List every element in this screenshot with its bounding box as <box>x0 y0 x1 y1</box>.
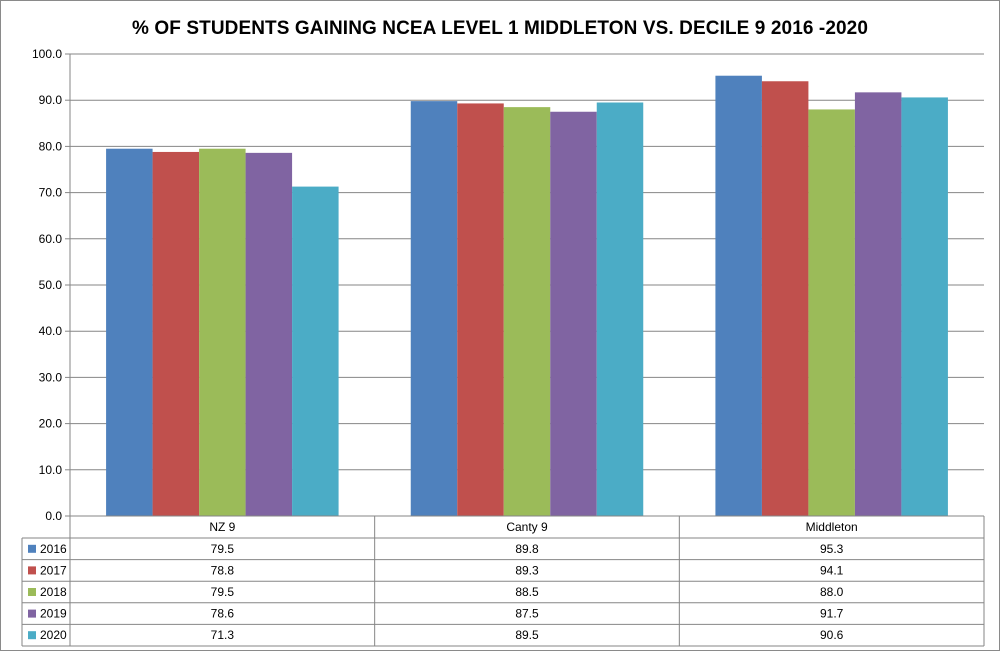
legend-label: 2019 <box>40 607 67 621</box>
chart-title: % OF STUDENTS GAINING NCEA LEVEL 1 MIDDL… <box>132 18 868 39</box>
y-tick-label: 20.0 <box>39 417 63 431</box>
bar-2020-1 <box>596 102 644 516</box>
legend-swatch-2017 <box>28 566 36 575</box>
data-label: 89.3 <box>515 563 539 577</box>
category-label: NZ 9 <box>209 520 235 534</box>
bar-2019-0 <box>245 152 293 517</box>
y-tick-label: 0.0 <box>45 509 62 523</box>
bar-2020-2 <box>901 97 948 516</box>
data-label: 88.5 <box>515 585 539 599</box>
category-label: Middleton <box>806 520 858 534</box>
data-label: 71.3 <box>211 628 235 642</box>
legend-swatch-2016 <box>28 544 36 553</box>
data-label: 78.6 <box>211 607 235 621</box>
data-label: 89.8 <box>515 542 539 556</box>
legend-label: 2018 <box>40 585 67 599</box>
bar-2017-0 <box>152 151 200 516</box>
bar-2019-1 <box>550 111 597 516</box>
data-label: 90.6 <box>820 628 844 642</box>
bar-2017-2 <box>761 81 809 517</box>
bars <box>106 75 948 517</box>
legend-swatch-2019 <box>28 609 36 618</box>
y-tick-label: 10.0 <box>39 463 63 477</box>
data-label: 91.7 <box>820 607 844 621</box>
data-label: 89.5 <box>515 628 539 642</box>
bar-2019-2 <box>854 92 902 516</box>
bar-2017-1 <box>457 103 504 517</box>
bar-2016-0 <box>106 148 153 516</box>
data-label: 79.5 <box>211 542 235 556</box>
data-label: 88.0 <box>820 585 844 599</box>
legend-swatch-2020 <box>28 631 36 640</box>
y-tick-label: 40.0 <box>39 324 63 338</box>
bar-2018-2 <box>808 109 855 516</box>
bar-2016-2 <box>715 75 762 517</box>
y-tick-label: 100.0 <box>32 47 62 61</box>
y-tick-label: 30.0 <box>39 370 63 384</box>
y-tick-label: 90.0 <box>39 93 63 107</box>
legend-label: 2016 <box>40 542 67 556</box>
legend-swatch-2018 <box>28 588 36 596</box>
y-tick-label: 70.0 <box>39 186 63 200</box>
data-table: NZ 9 Canty 9 Middleton 2016 79.5 89.8 95.3 2017… <box>21 515 985 647</box>
data-label: 94.1 <box>820 563 844 577</box>
legend-label: 2017 <box>40 563 67 577</box>
y-tick-label: 60.0 <box>39 232 63 246</box>
data-label: 79.5 <box>211 585 235 599</box>
y-axis-tick-labels: 0.0 10.0 20.0 30.0 40.0 50.0 60.0 70.0 80.0 90.0 1… <box>32 47 62 523</box>
bar-2018-1 <box>503 107 551 516</box>
legend-label: 2020 <box>40 628 67 642</box>
data-label: 78.8 <box>211 563 235 577</box>
bar-2018-0 <box>199 148 246 516</box>
bar-2016-1 <box>410 101 458 517</box>
data-label: 95.3 <box>820 542 844 556</box>
y-tick-label: 50.0 <box>39 278 63 292</box>
data-label: 87.5 <box>515 607 539 621</box>
category-label: Canty 9 <box>506 520 548 534</box>
y-tick-label: 80.0 <box>39 139 63 153</box>
bar-2020-0 <box>292 186 339 516</box>
